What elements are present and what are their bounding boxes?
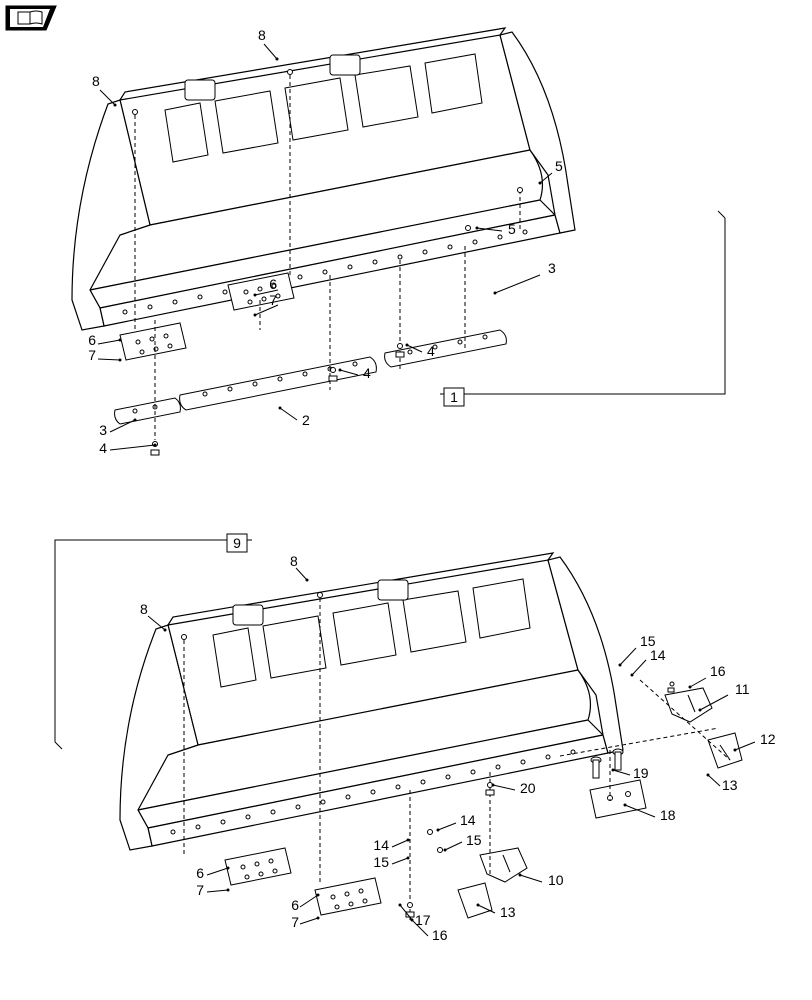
callout-14b: 14 <box>437 812 476 832</box>
svg-text:6: 6 <box>269 276 277 292</box>
svg-text:6: 6 <box>291 897 299 913</box>
group-label-1: 1 <box>444 388 464 406</box>
svg-text:4: 4 <box>99 440 107 456</box>
callout-7c: 7 <box>196 882 229 898</box>
svg-text:10: 10 <box>548 872 564 888</box>
svg-text:4: 4 <box>427 343 435 359</box>
svg-text:7: 7 <box>196 882 204 898</box>
svg-text:2: 2 <box>302 412 310 428</box>
callout-6b: 6 <box>88 332 121 348</box>
svg-text:8: 8 <box>92 73 100 89</box>
callout-13a: 13 <box>707 774 738 794</box>
callout-7d: 7 <box>291 914 319 930</box>
svg-text:11: 11 <box>735 681 750 697</box>
svg-text:19: 19 <box>633 765 649 781</box>
svg-text:4: 4 <box>363 365 371 381</box>
svg-text:13: 13 <box>500 904 516 920</box>
callout-7b: 7 <box>88 347 121 363</box>
svg-text:13: 13 <box>722 777 738 793</box>
svg-text:20: 20 <box>520 780 536 796</box>
svg-text:8: 8 <box>258 27 266 43</box>
callout-12: 12 <box>734 731 776 752</box>
page-icon <box>6 6 56 30</box>
svg-text:5: 5 <box>508 221 516 237</box>
svg-text:15: 15 <box>466 832 482 848</box>
parts-diagram: 8 8 5 5 3 6 7 6 7 4 4 2 3 4 8 8 15 14 16… <box>0 0 812 1000</box>
top-bucket <box>72 28 575 330</box>
svg-text:16: 16 <box>710 663 726 679</box>
svg-text:12: 12 <box>760 731 776 747</box>
svg-text:3: 3 <box>548 260 556 276</box>
callout-14a: 14 <box>631 647 666 677</box>
bottom-bucket <box>120 553 623 850</box>
svg-text:8: 8 <box>140 601 148 617</box>
callout-6c: 6 <box>196 865 229 881</box>
svg-text:1: 1 <box>450 389 458 405</box>
svg-text:6: 6 <box>88 332 96 348</box>
svg-text:6: 6 <box>196 865 204 881</box>
svg-text:7: 7 <box>88 347 96 363</box>
svg-text:5: 5 <box>555 158 563 174</box>
callout-14c: 14 <box>373 837 409 853</box>
callout-8b: 8 <box>258 27 279 61</box>
svg-text:14: 14 <box>650 647 666 663</box>
callout-17: 17 <box>399 904 431 929</box>
group-label-9: 9 <box>227 534 247 552</box>
svg-text:14: 14 <box>460 812 476 828</box>
callout-4c: 4 <box>99 440 156 456</box>
callout-6d: 6 <box>291 894 319 914</box>
svg-text:3: 3 <box>99 422 107 438</box>
callout-8a: 8 <box>92 73 117 107</box>
svg-text:18: 18 <box>660 807 676 823</box>
callout-15c: 15 <box>373 854 409 870</box>
callout-8c: 8 <box>290 553 309 582</box>
callout-16a: 16 <box>689 663 726 689</box>
svg-text:16: 16 <box>432 927 448 943</box>
svg-text:7: 7 <box>269 292 277 308</box>
callout-3a: 3 <box>494 260 557 295</box>
svg-text:9: 9 <box>233 535 241 551</box>
callout-15b: 15 <box>444 832 482 852</box>
svg-text:7: 7 <box>291 914 299 930</box>
callout-20: 20 <box>492 780 536 796</box>
callout-10: 10 <box>519 872 564 888</box>
svg-text:15: 15 <box>373 854 389 870</box>
svg-text:8: 8 <box>290 553 298 569</box>
svg-text:14: 14 <box>373 837 389 853</box>
callout-2: 2 <box>279 407 311 429</box>
